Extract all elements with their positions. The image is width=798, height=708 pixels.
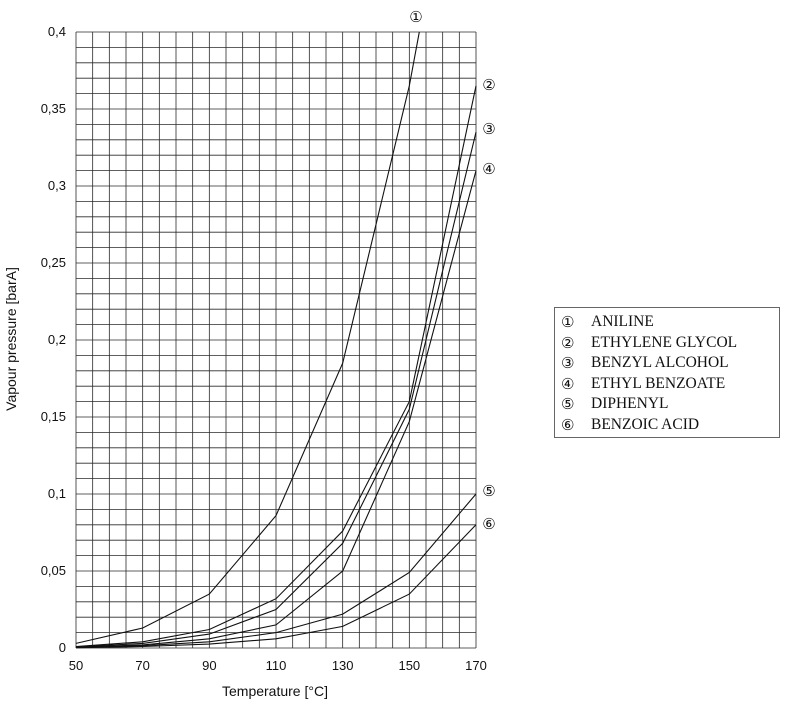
x-tick-label: 70: [135, 658, 149, 673]
legend-marker: ②: [561, 333, 575, 352]
legend-marker: ⑥: [561, 415, 575, 434]
y-tick-label: 0,15: [41, 409, 66, 424]
x-tick-label: 110: [266, 658, 287, 673]
x-tick-label: 130: [332, 658, 354, 673]
legend-entry: ④ ETHYL BENZOATE: [561, 374, 773, 395]
tick-labels: 50 70 90 110 130 150 170 0 0,05 0,1 0,15 0,2 0,25 0,3…: [41, 24, 487, 673]
legend-entry: ⑤ DIPHENYL: [561, 394, 773, 415]
series-marker-5: ⑤: [482, 482, 495, 500]
x-tick-label: 150: [398, 658, 420, 673]
legend-entry: ① ANILINE: [561, 312, 773, 333]
y-tick-label: 0,25: [41, 255, 66, 270]
series-line-5: [75, 493, 477, 649]
grid: [75, 31, 477, 649]
y-axis-label: Vapour pressure [barA]: [3, 267, 19, 411]
legend-label: BENZOIC ACID: [591, 415, 700, 433]
y-tick-label: 0,3: [48, 178, 66, 193]
legend-label: ETHYL BENZOATE: [591, 374, 726, 392]
legend-marker: ①: [561, 313, 575, 332]
series-line-4: [75, 170, 477, 648]
series-marker-2: ②: [482, 76, 495, 94]
series-marker-4: ④: [482, 160, 495, 178]
y-tick-label: 0: [59, 640, 66, 655]
series-lines: [75, 31, 477, 649]
legend: ① ANILINE ② ETHYLENE GLYCOL ③ BENZYL ALCOHOL ④…: [554, 307, 780, 438]
x-axis-label: Temperature [°C]: [222, 683, 328, 699]
x-tick-label: 90: [202, 658, 216, 673]
legend-entry: ③ BENZYL ALCOHOL: [561, 353, 773, 374]
x-tick-label: 170: [465, 658, 487, 673]
y-tick-label: 0,1: [48, 486, 66, 501]
y-tick-label: 0,05: [41, 563, 66, 578]
y-tick-label: 0,4: [48, 24, 66, 39]
series-markers: ① ② ③ ④ ⑤ ⑥: [409, 8, 495, 533]
y-tick-label: 0,35: [41, 101, 66, 116]
series-line-6: [75, 524, 477, 649]
series-line-2: [75, 85, 477, 648]
series-line-1: [75, 31, 420, 644]
x-tick-label: 50: [69, 658, 83, 673]
series-marker-3: ③: [482, 120, 495, 138]
legend-entry: ② ETHYLENE GLYCOL: [561, 333, 773, 354]
legend-marker: ④: [561, 374, 575, 393]
series-line-3: [75, 131, 477, 648]
legend-label: ETHYLENE GLYCOL: [591, 333, 738, 351]
legend-label: DIPHENYL: [591, 395, 669, 413]
y-tick-label: 0,2: [48, 332, 66, 347]
legend-label: ANILINE: [591, 313, 654, 331]
legend-marker: ③: [561, 354, 575, 373]
legend-marker: ⑤: [561, 395, 575, 414]
legend-entry: ⑥ BENZOIC ACID: [561, 415, 773, 436]
series-marker-1: ①: [409, 8, 422, 26]
series-marker-6: ⑥: [482, 515, 495, 533]
legend-label: BENZYL ALCOHOL: [591, 354, 729, 372]
